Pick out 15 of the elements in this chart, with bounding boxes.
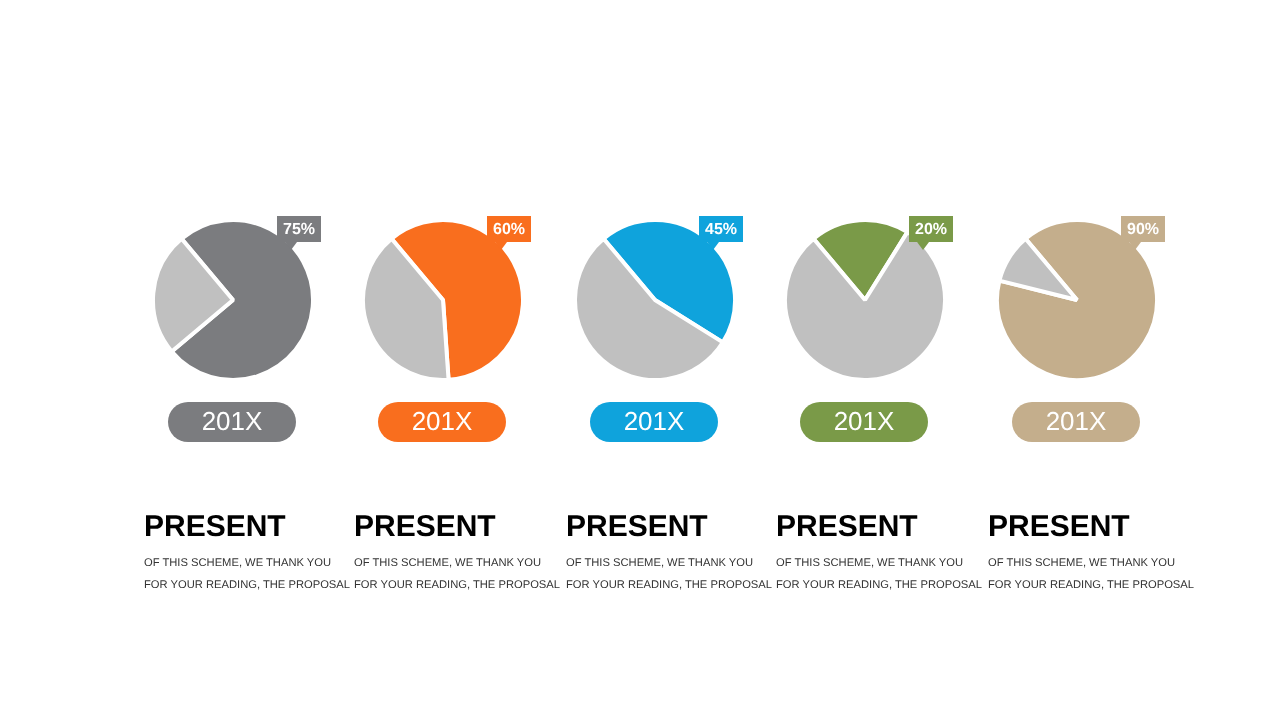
text: 201X (378, 402, 506, 442)
text: 201X (1012, 402, 1140, 442)
data-label: 90% (1126, 220, 1160, 239)
text: PRESENT (144, 510, 286, 544)
text: PRESENT (776, 510, 918, 544)
data-label: 20% (914, 220, 948, 239)
text: 201X (168, 402, 296, 442)
text: PRESENT (566, 510, 708, 544)
text: PRESENT (988, 510, 1130, 544)
data-label: 75% (282, 220, 316, 239)
text: 201X (590, 402, 718, 442)
text: PRESENT (354, 510, 496, 544)
data-label: 60% (492, 220, 526, 239)
data-label: 45% (704, 220, 738, 239)
text: 201X (800, 402, 928, 442)
